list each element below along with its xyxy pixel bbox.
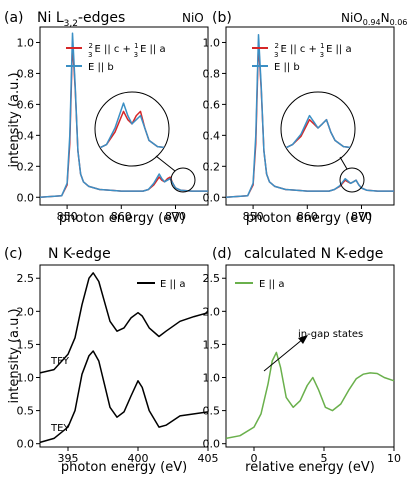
panel-a-label: (a): [4, 10, 24, 26]
panel-d-title: calculated N K-edge: [244, 246, 383, 262]
panel-a: (a) Ni L3,2-edges NiO 850 860 870 0.0 0.2 0.4…: [4, 10, 209, 226]
panel-b-series: [225, 33, 394, 199]
y-tick-label: 0.8: [203, 67, 221, 80]
x-tick-label: 400: [128, 452, 149, 465]
x-tick-label: 870: [351, 210, 372, 223]
y-tick-label: 0.6: [203, 98, 221, 111]
y-tick-label: 0.5: [203, 405, 221, 418]
panel-b: (b) NiO0.94N0.06 850 860 870 0.0 0.2 0.4 0.6 0.…: [203, 10, 408, 226]
y-tick-label: 0.2: [17, 160, 35, 173]
series-line-green: [225, 351, 395, 440]
y-tick-label: 0.4: [17, 129, 35, 142]
y-tick-label: 0.0: [17, 191, 35, 204]
y-tick-label: 2.5: [203, 272, 221, 285]
panel-a-xlabel: photon energy (eV): [59, 211, 185, 226]
x-tick-label: 405: [198, 452, 219, 465]
x-tick-label: 850: [57, 210, 78, 223]
panel-c-label: (c): [4, 246, 23, 262]
y-tick-label: 0.6: [17, 98, 35, 111]
panel-a-zoom-curves: [95, 92, 169, 166]
panel-b-zoom-circle: [280, 91, 356, 167]
panel-b-frame: [225, 26, 395, 206]
x-tick-label: 0: [251, 452, 258, 465]
y-tick-label: 1.0: [17, 372, 35, 385]
y-tick-label: 1.0: [203, 372, 221, 385]
panel-d-ticks: 0 5 10 0.0 0.5 1.0 1.5 2.0 2.5: [203, 272, 402, 465]
panel-c-xlabel: photon energy (eV): [61, 460, 187, 475]
x-tick-label: 10: [387, 452, 401, 465]
panel-d-arrow-head: [298, 335, 308, 344]
y-tick-label: 0.8: [17, 67, 35, 80]
y-tick-label: 0.0: [17, 438, 35, 451]
panel-b-xlabel: photon energy (eV): [246, 211, 372, 226]
y-tick-label: 0.0: [203, 438, 221, 451]
y-tick-label: 2.0: [17, 305, 35, 318]
panel-a-sample: NiO: [182, 11, 204, 25]
panel-d-xlabel: relative energy (eV): [245, 460, 375, 475]
y-tick-label: 0.2: [203, 160, 221, 173]
panel-d-series: [225, 351, 395, 440]
panel-a-ticks: 850 860 870 0.0 0.2 0.4 0.6 0.8 1.0: [17, 36, 186, 223]
legend-b-blue-label: E || b: [274, 62, 300, 73]
panel-d-legend: E || a: [235, 279, 285, 290]
panel-d-arrow-shaft: [263, 338, 304, 372]
y-tick-label: 1.0: [203, 36, 221, 49]
y-tick-label: 1.5: [203, 338, 221, 351]
panel-a-series: [39, 32, 208, 199]
zoom-series-line-blue: [95, 92, 169, 166]
panel-b-label: (b): [212, 10, 232, 26]
panel-d-frame: [225, 264, 395, 448]
x-tick-label: 870: [165, 210, 186, 223]
y-tick-label: 2.5: [17, 272, 35, 285]
y-tick-label: 1.5: [17, 338, 35, 351]
legend-c-label: E || a: [160, 279, 186, 290]
panel-d-annotation: in-gap states: [298, 329, 363, 340]
x-tick-label: 395: [58, 452, 79, 465]
y-tick-label: 0.0: [203, 191, 221, 204]
panel-c-tfy-label: TFY: [50, 356, 70, 367]
panel-a-zoom-connector: [155, 155, 176, 172]
panel-b-zoom-curves: [281, 92, 355, 166]
series-line-blue: [225, 33, 394, 199]
x-tick-label: 850: [243, 210, 264, 223]
y-tick-label: 1.0: [17, 36, 35, 49]
panel-c: (c) N K-edge 395 400 4050.00.51.01.52.02.5…: [4, 246, 219, 475]
x-tick-label: 860: [297, 210, 318, 223]
y-tick-label: 0.4: [203, 129, 221, 142]
panel-a-frame: [39, 26, 209, 206]
panel-b-sample: NiO0.94N0.06: [341, 11, 407, 27]
series-line-black-tfy: [39, 272, 209, 374]
panel-d-label: (d): [212, 246, 232, 262]
legend-a-blue-label: E || b: [88, 62, 114, 73]
top-ylabel: intensity (a.u.): [7, 72, 22, 167]
bottom-ylabel: intensity (a.u.): [7, 308, 22, 403]
legend-d-label: E || a: [259, 279, 285, 290]
panel-a-zoom-circle: [94, 91, 170, 167]
panel-b-zoom-connector: [339, 156, 348, 170]
panel-c-tey-label: TEY: [50, 423, 70, 434]
panel-c-legend: E || a: [137, 279, 186, 290]
panel-b-zoom-source: [339, 167, 365, 193]
panel-a-title: Ni L3,2-edges: [37, 10, 125, 29]
y-tick-label: 0.5: [17, 405, 35, 418]
panel-b-ticks: 850 860 870 0.0 0.2 0.4 0.6 0.8 1.0: [203, 36, 372, 223]
zoom-series-line-blue: [281, 92, 355, 166]
series-line-blue: [39, 32, 208, 199]
series-line-black-tey: [39, 350, 209, 444]
panel-c-frame: [39, 264, 209, 448]
panel-c-series: [39, 272, 209, 444]
panel-a-zoom-source: [170, 167, 196, 193]
panel-c-title: N K-edge: [48, 246, 111, 262]
x-tick-label: 5: [321, 452, 328, 465]
y-tick-label: 2.0: [203, 305, 221, 318]
x-tick-label: 860: [111, 210, 132, 223]
panel-d: (d) calculated N K-edge 0 5 10 0.0 0.5 1.0 1.5…: [203, 246, 402, 475]
